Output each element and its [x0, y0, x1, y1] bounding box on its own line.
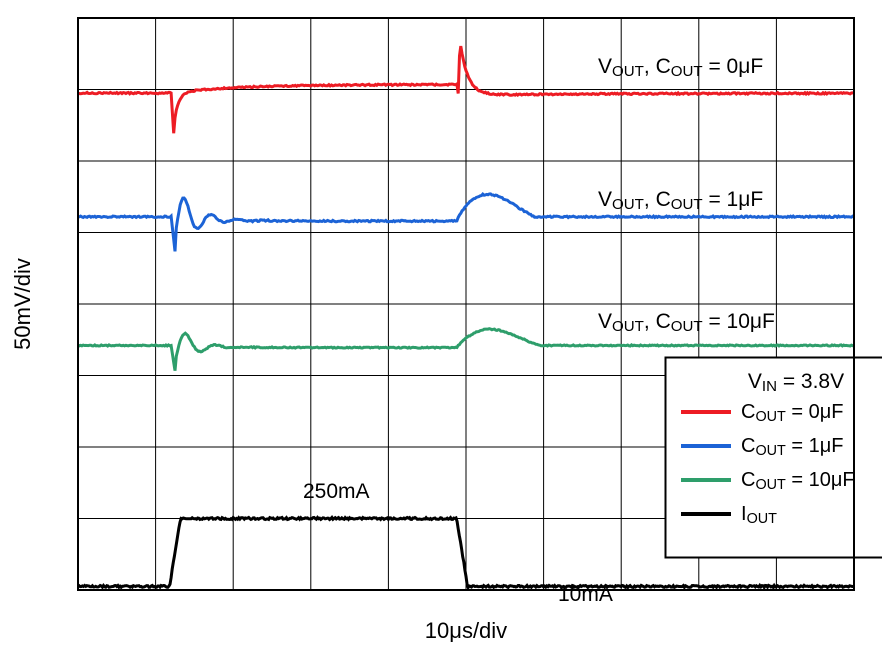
y-axis-label: 50mV/div — [10, 258, 35, 350]
trace-annotation: 10mA — [558, 583, 613, 606]
legend: VIN = 3.8VCOUT = 0μFCOUT = 1μFCOUT = 10μ… — [666, 358, 882, 558]
trace-annotation: VOUT, COUT = 10μF — [598, 310, 775, 335]
svg-text:VOUT, COUT = 0μF: VOUT, COUT = 0μF — [598, 55, 763, 80]
svg-text:10mA: 10mA — [558, 583, 613, 606]
trace-annotation: VOUT, COUT = 0μF — [598, 55, 763, 80]
oscilloscope-chart: 50mV/div 10μs/div VOUT, COUT = 0μF VOUT, CO… — [0, 0, 882, 668]
trace-annotation: VOUT, COUT = 1μF — [598, 188, 763, 213]
svg-text:VOUT, COUT = 1μF: VOUT, COUT = 1μF — [598, 188, 763, 213]
svg-text:VOUT, COUT = 10μF: VOUT, COUT = 10μF — [598, 310, 775, 335]
svg-text:250mA: 250mA — [303, 480, 370, 503]
x-axis-label: 10μs/div — [425, 618, 507, 643]
trace-annotation: 250mA — [303, 480, 370, 503]
